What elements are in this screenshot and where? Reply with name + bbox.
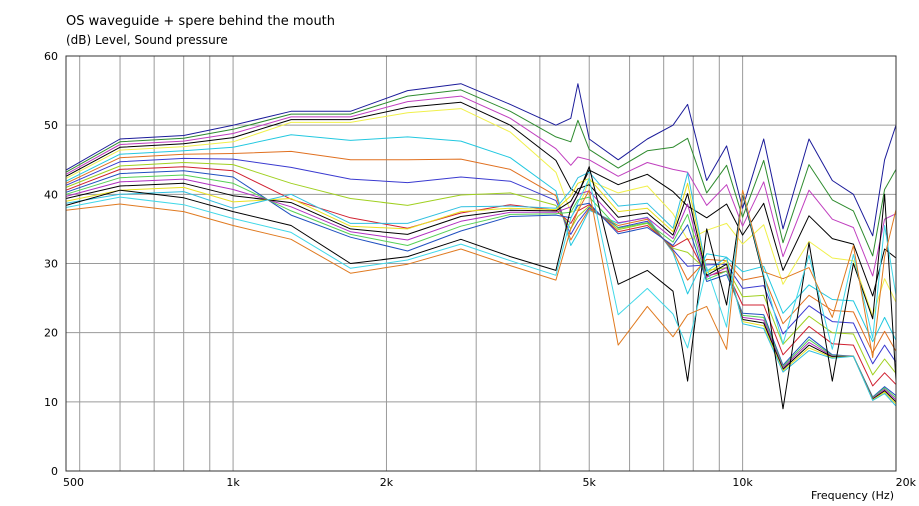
x-tick-label: 10k: [732, 476, 753, 489]
y-tick-labels: 0 10 20 30 40 50 60: [44, 50, 58, 478]
series-line-15: [65, 177, 897, 405]
series-line-18: [65, 177, 897, 350]
y-tick-label: 20: [44, 327, 58, 340]
y-tick-label: 50: [44, 119, 58, 132]
series-line-14: [65, 182, 897, 403]
series-line-9: [65, 162, 897, 376]
series-line-2: [65, 89, 897, 257]
series-line-1: [65, 83, 897, 237]
x-tick-label: 5k: [583, 476, 597, 489]
x-tick-label: 500: [63, 476, 84, 489]
y-tick-label: 40: [44, 188, 58, 201]
series-line-17: [65, 166, 897, 410]
series-line-16: [65, 171, 897, 407]
y-tick-label: 60: [44, 50, 58, 63]
x-axis-label: Frequency (Hz): [811, 489, 894, 502]
series-line-11: [65, 170, 897, 398]
series-line-13: [65, 178, 897, 401]
y-axis-label: (dB) Level, Sound pressure: [66, 33, 228, 47]
series-lines: [65, 83, 897, 410]
series-line-3: [65, 95, 897, 277]
chart-title: OS waveguide + spere behind the mouth: [66, 14, 335, 29]
series-line-5: [65, 108, 897, 317]
series-line-19: [65, 189, 897, 359]
y-tick-label: 0: [51, 465, 58, 478]
x-tick-label: 1k: [226, 476, 240, 489]
plot-frame: [65, 55, 897, 472]
x-tick-label: 2k: [380, 476, 394, 489]
series-line-12: [65, 174, 897, 399]
series-line-4: [65, 101, 897, 297]
y-tick-label: 10: [44, 396, 58, 409]
x-tick-labels: 500 1k 2k 5k 10k 20k: [63, 476, 917, 489]
x-tick-label: 20k: [896, 476, 917, 489]
y-tick-label: 30: [44, 258, 58, 271]
